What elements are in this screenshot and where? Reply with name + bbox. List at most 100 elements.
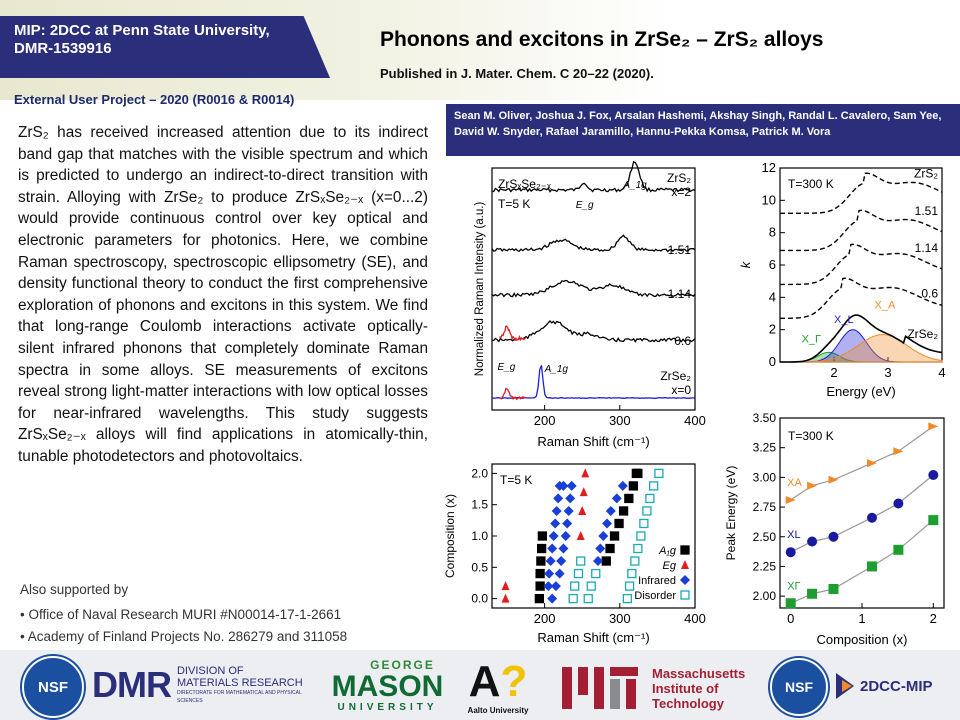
y-tick-label: 8 [769, 225, 776, 240]
marker-2 [566, 480, 577, 491]
x-tick-label: 1 [858, 611, 865, 626]
spectrum-line-3 [491, 320, 696, 343]
legend-label: Disorder [634, 590, 676, 602]
y-tick-label: 3.50 [753, 411, 777, 425]
y-tick-label: 2.00 [753, 589, 777, 603]
marker-xa [893, 447, 904, 456]
legend-marker [681, 560, 689, 569]
chart-annotation: T=300 K [788, 177, 834, 191]
chart-annotation: X_Γ [802, 334, 822, 346]
y-tick-label: 2 [769, 322, 776, 337]
dmr-logo: DMR DIVISION OF MATERIALS RESEARCH DIREC… [92, 660, 312, 710]
marker-1 [576, 531, 585, 540]
x-axis-label: Energy (eV) [826, 384, 895, 399]
chart-annotation: ZrSₓSe₂₋ₓ [498, 177, 551, 191]
marker-2 [562, 518, 573, 529]
k-curve-dashed-2 [780, 243, 943, 286]
y-tick-label: 1.5 [471, 498, 488, 512]
series-label: ZrSe₂ [660, 369, 691, 383]
y-tick-label: 2.50 [753, 530, 777, 544]
spectrum-line-4 [491, 365, 696, 399]
marker-3 [645, 493, 655, 504]
marker-0 [534, 593, 545, 604]
k-curve-dashed-1 [780, 209, 943, 252]
x-tick-label: 4 [938, 365, 945, 380]
x-tick-label: 300 [609, 413, 631, 428]
marker-2 [602, 518, 613, 529]
marker-2 [605, 505, 616, 516]
marker-1 [501, 593, 510, 603]
marker-0 [609, 531, 620, 541]
marker-3 [630, 556, 640, 566]
abstract-text: ZrS₂ has received increased attention du… [18, 124, 428, 465]
legend-marker [680, 575, 690, 585]
george-mason-logo: GEORGE MASON UNIVERSITY [325, 652, 450, 718]
y-axis-label: Normalized Raman Intensity (a.u.) [474, 202, 486, 377]
chart-annotation: A_1g [544, 364, 569, 375]
marker-3 [636, 531, 646, 541]
series-label: 1.14 [915, 241, 939, 255]
marker-xg [866, 561, 877, 572]
marker-0 [536, 556, 546, 566]
marker-0 [536, 543, 547, 554]
series-label: 1.51 [668, 243, 692, 257]
mit-wordmark: Massachusetts Institute of Technology [652, 664, 762, 712]
page-title: Phonons and excitons in ZrSe₂ – ZrS₂ all… [380, 28, 824, 51]
chart-annotation: A_1g [622, 180, 647, 191]
chart-annotation: T=5 K [500, 473, 532, 487]
x-tick-label: 400 [684, 413, 706, 428]
nsf2-logo-text: NSF [785, 679, 813, 695]
y-axis-label: k [738, 260, 753, 268]
marker-2 [556, 556, 567, 567]
y-tick-label: 6 [769, 257, 776, 272]
nsf-logo-2: NSF [770, 658, 828, 716]
marker-3 [586, 581, 596, 591]
marker-3 [627, 568, 637, 579]
mason-bottom: UNIVERSITY [337, 701, 438, 713]
marker-3 [591, 568, 601, 579]
legend-marker [680, 545, 690, 555]
x-tick-label: 400 [684, 611, 706, 626]
mip-logo: 2DCC-MIP [834, 668, 958, 704]
institution-banner [0, 16, 330, 78]
chart-annotation: X_A [875, 300, 896, 312]
funding-item: Academy of Finland Projects No. 286279 a… [20, 626, 347, 648]
marker-xg [785, 598, 796, 609]
banner-line-1: MIP: 2DCC at Penn State University, [14, 22, 270, 39]
marker-3 [639, 518, 649, 529]
marker-xa [828, 475, 839, 484]
series-label: 1.51 [915, 204, 939, 218]
x-axis-label: Raman Shift (cm⁻¹) [537, 630, 649, 645]
x-tick-label: 200 [534, 413, 556, 428]
marker-2 [617, 480, 628, 491]
spectrum-line-1 [491, 234, 696, 253]
marker-3 [622, 593, 632, 604]
series-label: 0.6 [674, 334, 691, 348]
marker-2 [560, 531, 571, 541]
marker-2 [551, 505, 562, 516]
y-tick-label: 0 [769, 354, 776, 369]
series-label: ZrS₂ [914, 167, 938, 181]
marker-2 [545, 556, 556, 567]
marker-xg [828, 584, 839, 594]
marker-2 [558, 480, 569, 491]
marker-xl [928, 470, 939, 480]
y-tick-label: 3.25 [753, 441, 777, 455]
x-axis-label: Raman Shift (cm⁻¹) [537, 434, 649, 449]
marker-2 [547, 543, 558, 554]
dmr-logo-line3: DIRECTORATE FOR MATHEMATICAL AND PHYSICA… [176, 690, 302, 704]
marker-xl [785, 547, 796, 558]
series-label: 1.14 [668, 287, 692, 301]
y-axis-label: Composition (x) [443, 494, 457, 578]
x-tick-label: 3 [884, 365, 891, 380]
chart-annotation: T=5 K [498, 197, 530, 211]
marker-2 [550, 581, 561, 592]
mit-line2: Institute of [652, 680, 719, 696]
marker-2 [548, 531, 559, 541]
mip-mark [836, 673, 854, 699]
dmr-logo-line2: MATERIALS RESEARCH [176, 677, 303, 689]
funding-list: Office of Naval Research MURI #N00014-17… [20, 604, 347, 648]
x-axis-label: Composition (x) [816, 632, 907, 647]
marker-3 [568, 593, 578, 604]
marker-2 [563, 505, 574, 516]
